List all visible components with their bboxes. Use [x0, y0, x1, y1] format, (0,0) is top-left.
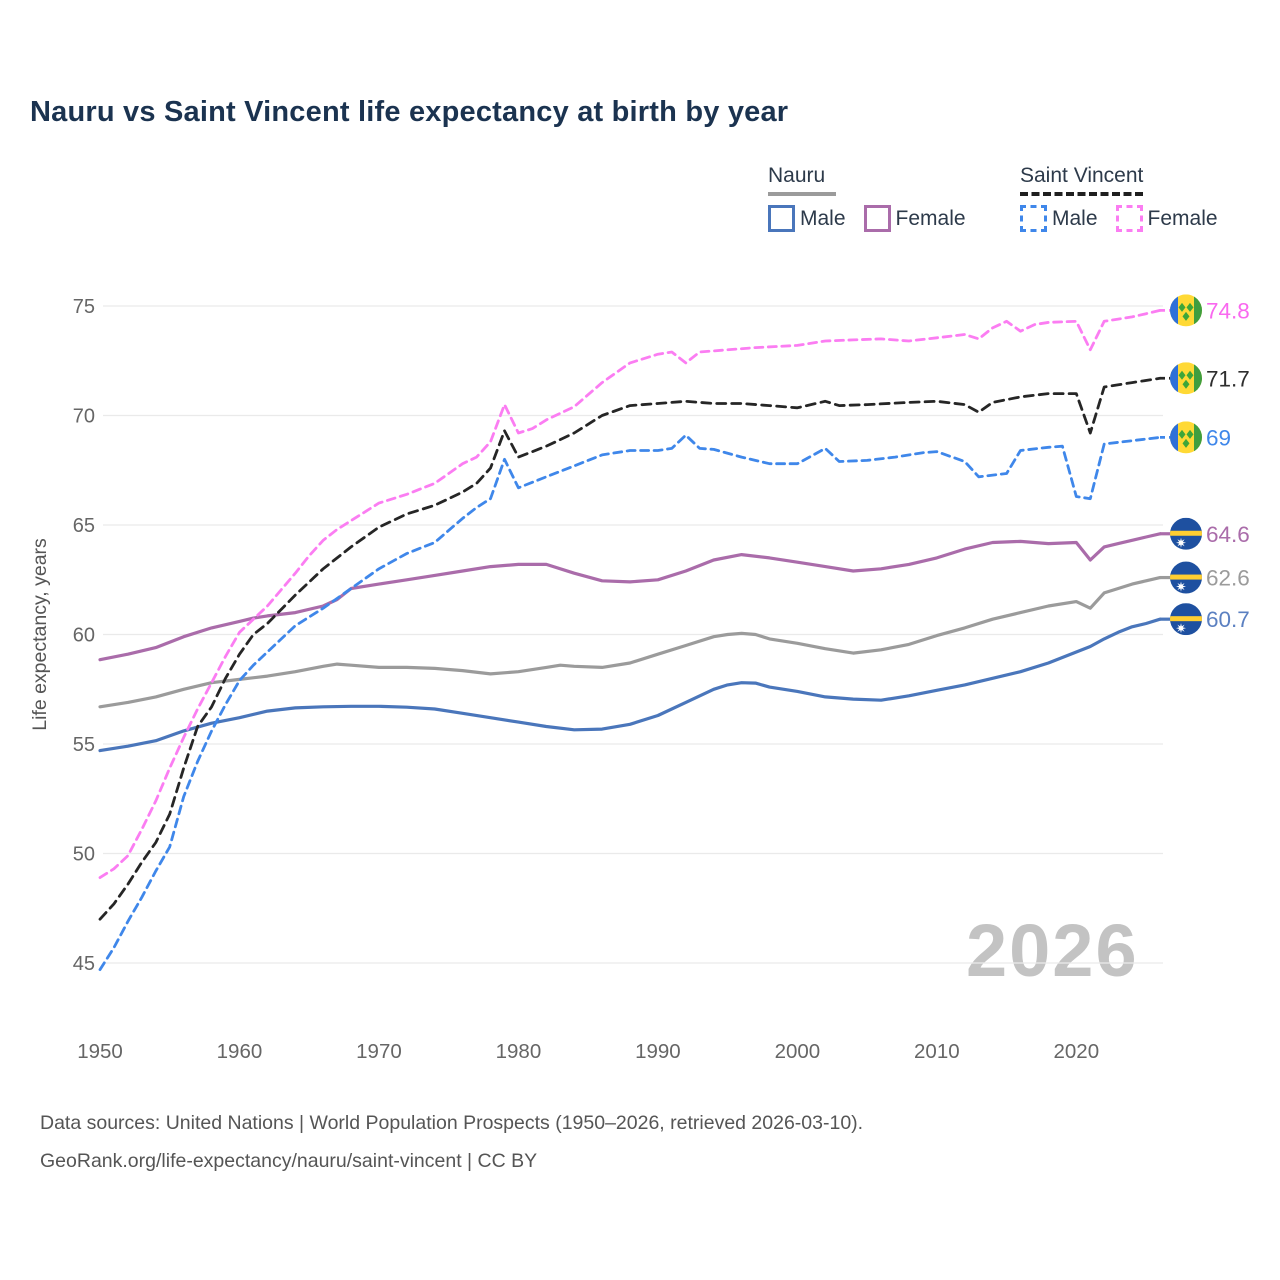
end-value-label-sv-both: 71.7 [1206, 366, 1250, 391]
legend-label-sv-male: Male [1052, 206, 1098, 230]
legend-item-nauru-male[interactable]: Male [768, 205, 846, 232]
legend-item-sv-female[interactable]: Female [1115, 205, 1218, 232]
series-line-sv-both [98, 376, 1162, 921]
footer-attribution: GeoRank.org/life-expectancy/nauru/saint-… [40, 1150, 538, 1173]
y-axis-title: Life expectancy, years [29, 538, 51, 731]
legend-saint-vincent-row: Male Female [1020, 205, 1236, 232]
series-line-nauru-both [98, 575, 1162, 709]
x-tick-label-2020: 2020 [1054, 1040, 1100, 1063]
saint-vincent-flag-icon-sv-both [1170, 362, 1202, 395]
end-value-label-sv-female: 74.8 [1206, 298, 1250, 323]
legend-nauru-title: Nauru [768, 164, 836, 196]
sv-male-swatch-icon [1020, 205, 1047, 232]
x-tick-label-2000: 2000 [775, 1040, 821, 1063]
footer-data-sources: Data sources: United Nations | World Pop… [40, 1112, 864, 1134]
series-line-nauru-female [98, 532, 1162, 662]
end-value-label-nauru-female: 64.6 [1206, 522, 1250, 547]
nauru-flag-icon-nauru-both [1170, 561, 1202, 594]
sv-female-swatch-icon [1115, 205, 1143, 232]
legend-nauru-row: Male Female [768, 205, 984, 232]
x-tick-label-1950: 1950 [77, 1040, 123, 1063]
legend-saint-vincent-title: Saint Vincent [1020, 164, 1144, 196]
legend-nauru: Nauru Male Female [768, 164, 984, 232]
y-tick-label-75: 75 [73, 296, 95, 318]
y-tick-label-65: 65 [73, 515, 95, 537]
series-line-sv-male [98, 433, 1162, 971]
legend-label-sv-female: Female [1147, 206, 1218, 230]
nauru-flag-icon-nauru-female [1170, 517, 1202, 550]
y-tick-label-45: 45 [73, 953, 95, 975]
page-title: Nauru vs Saint Vincent life expectancy a… [30, 96, 789, 128]
legend-item-sv-male[interactable]: Male [1020, 205, 1098, 232]
end-value-label-sv-male: 69 [1206, 425, 1231, 450]
end-value-label-nauru-male: 60.7 [1206, 607, 1250, 632]
y-tick-label-70: 70 [73, 406, 95, 428]
saint-vincent-flag-icon-sv-female [1170, 294, 1202, 327]
legend-label-nauru-female: Female [895, 206, 966, 230]
watermark-year: 2026 [966, 909, 1139, 992]
legend-item-nauru-female[interactable]: Female [863, 205, 966, 232]
series-line-nauru-male [98, 617, 1162, 753]
legend-saint-vincent: Saint Vincent Male Female [1020, 164, 1236, 232]
nauru-flag-icon-nauru-male [1170, 603, 1202, 636]
x-tick-label-2010: 2010 [914, 1040, 960, 1063]
x-tick-label-1960: 1960 [217, 1040, 263, 1063]
end-value-label-nauru-both: 62.6 [1206, 566, 1250, 591]
saint-vincent-flag-icon-sv-male [1170, 421, 1202, 454]
x-tick-label-1980: 1980 [496, 1040, 542, 1063]
nauru-female-swatch-icon [863, 205, 891, 232]
legend-label-nauru-male: Male [800, 206, 846, 230]
x-tick-label-1990: 1990 [635, 1040, 681, 1063]
nauru-male-swatch-icon [768, 205, 795, 232]
y-tick-label-55: 55 [73, 734, 95, 756]
series-line-sv-female [98, 308, 1162, 879]
footer: Data sources: United Nations | World Pop… [40, 1104, 863, 1180]
y-tick-label-60: 60 [73, 625, 95, 647]
y-tick-label-50: 50 [73, 844, 95, 866]
x-tick-label-1970: 1970 [356, 1040, 402, 1063]
